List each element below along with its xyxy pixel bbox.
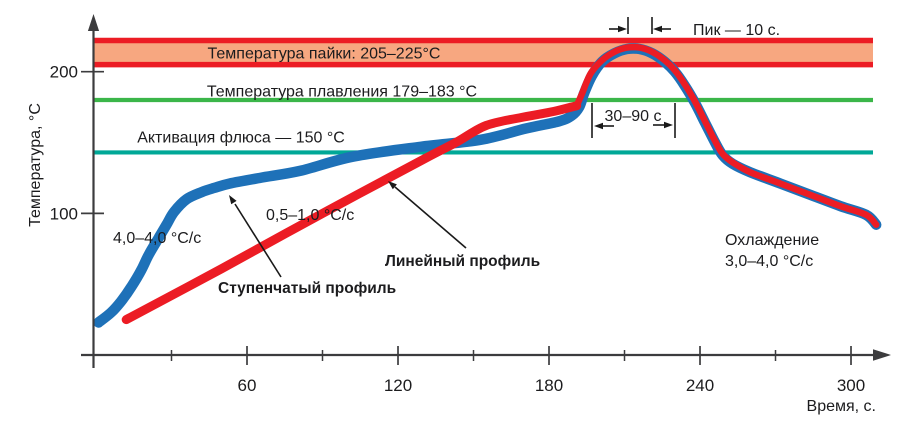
y-tick-label: 200 — [50, 63, 78, 82]
solder-zone-band — [94, 40, 873, 65]
solder-zone-label: Температура пайки: 205–225°C — [208, 46, 441, 63]
x-tick-label: 60 — [238, 376, 257, 395]
linear-profile-arrowhead-icon — [388, 181, 397, 190]
series-curve-2 — [573, 43, 880, 228]
step-profile-arrowhead-icon — [229, 195, 237, 205]
melt-dim-right-arrow-icon — [664, 121, 673, 129]
cooling-label: Охлаждение — [725, 232, 819, 249]
x-tick-label: 240 — [686, 376, 714, 395]
step-profile-label: Ступенчатый профиль — [218, 280, 396, 297]
peak-dim-right-arrow-icon — [653, 25, 662, 33]
x-axis-title: Время, с. — [807, 398, 876, 415]
x-axis-arrowhead-icon — [873, 349, 891, 361]
x-tick-label: 120 — [384, 376, 412, 395]
melting-duration-label: 30–90 с — [605, 108, 662, 125]
y-tick-label: 100 — [50, 204, 78, 223]
profile-pointer-arrows — [229, 181, 467, 278]
profile-curves-layer — [93, 43, 882, 328]
y-axis-title: Температура, °C — [27, 103, 44, 227]
linear-profile-label: Линейный профиль — [385, 253, 540, 270]
ticks-layer: 60 120 180 240 300 100 200 — [50, 63, 866, 395]
y-axis-arrowhead-icon — [87, 14, 100, 31]
melting-duration-dimension — [591, 103, 676, 138]
melting-line-label: Температура плавления 179–183 °C — [207, 84, 477, 101]
axes — [81, 14, 891, 368]
peak-dim-left-arrow-icon — [618, 25, 627, 33]
series-curve-1 — [121, 101, 582, 325]
melt-dim-left-arrow-icon — [594, 122, 603, 130]
peak-duration-dimension — [609, 17, 671, 34]
x-tick-label: 180 — [535, 376, 563, 395]
x-tick-label: 300 — [837, 376, 865, 395]
linear-rate-label: 0,5–1,0 °C/с — [266, 207, 354, 224]
reference-bands-layer — [94, 37, 873, 155]
step-profile-arrow-line — [234, 203, 282, 278]
peak-annotation-label: Пик — 10 с. — [693, 22, 780, 39]
cooling-rate-label: 3,0–4,0 °C/с — [725, 253, 813, 270]
linear-profile-arrow-line — [394, 186, 467, 249]
step-rate-label: 4,0–4,0 °C/с — [113, 230, 201, 247]
flux-activation-label: Активация флюса — 150 °C — [137, 130, 345, 147]
